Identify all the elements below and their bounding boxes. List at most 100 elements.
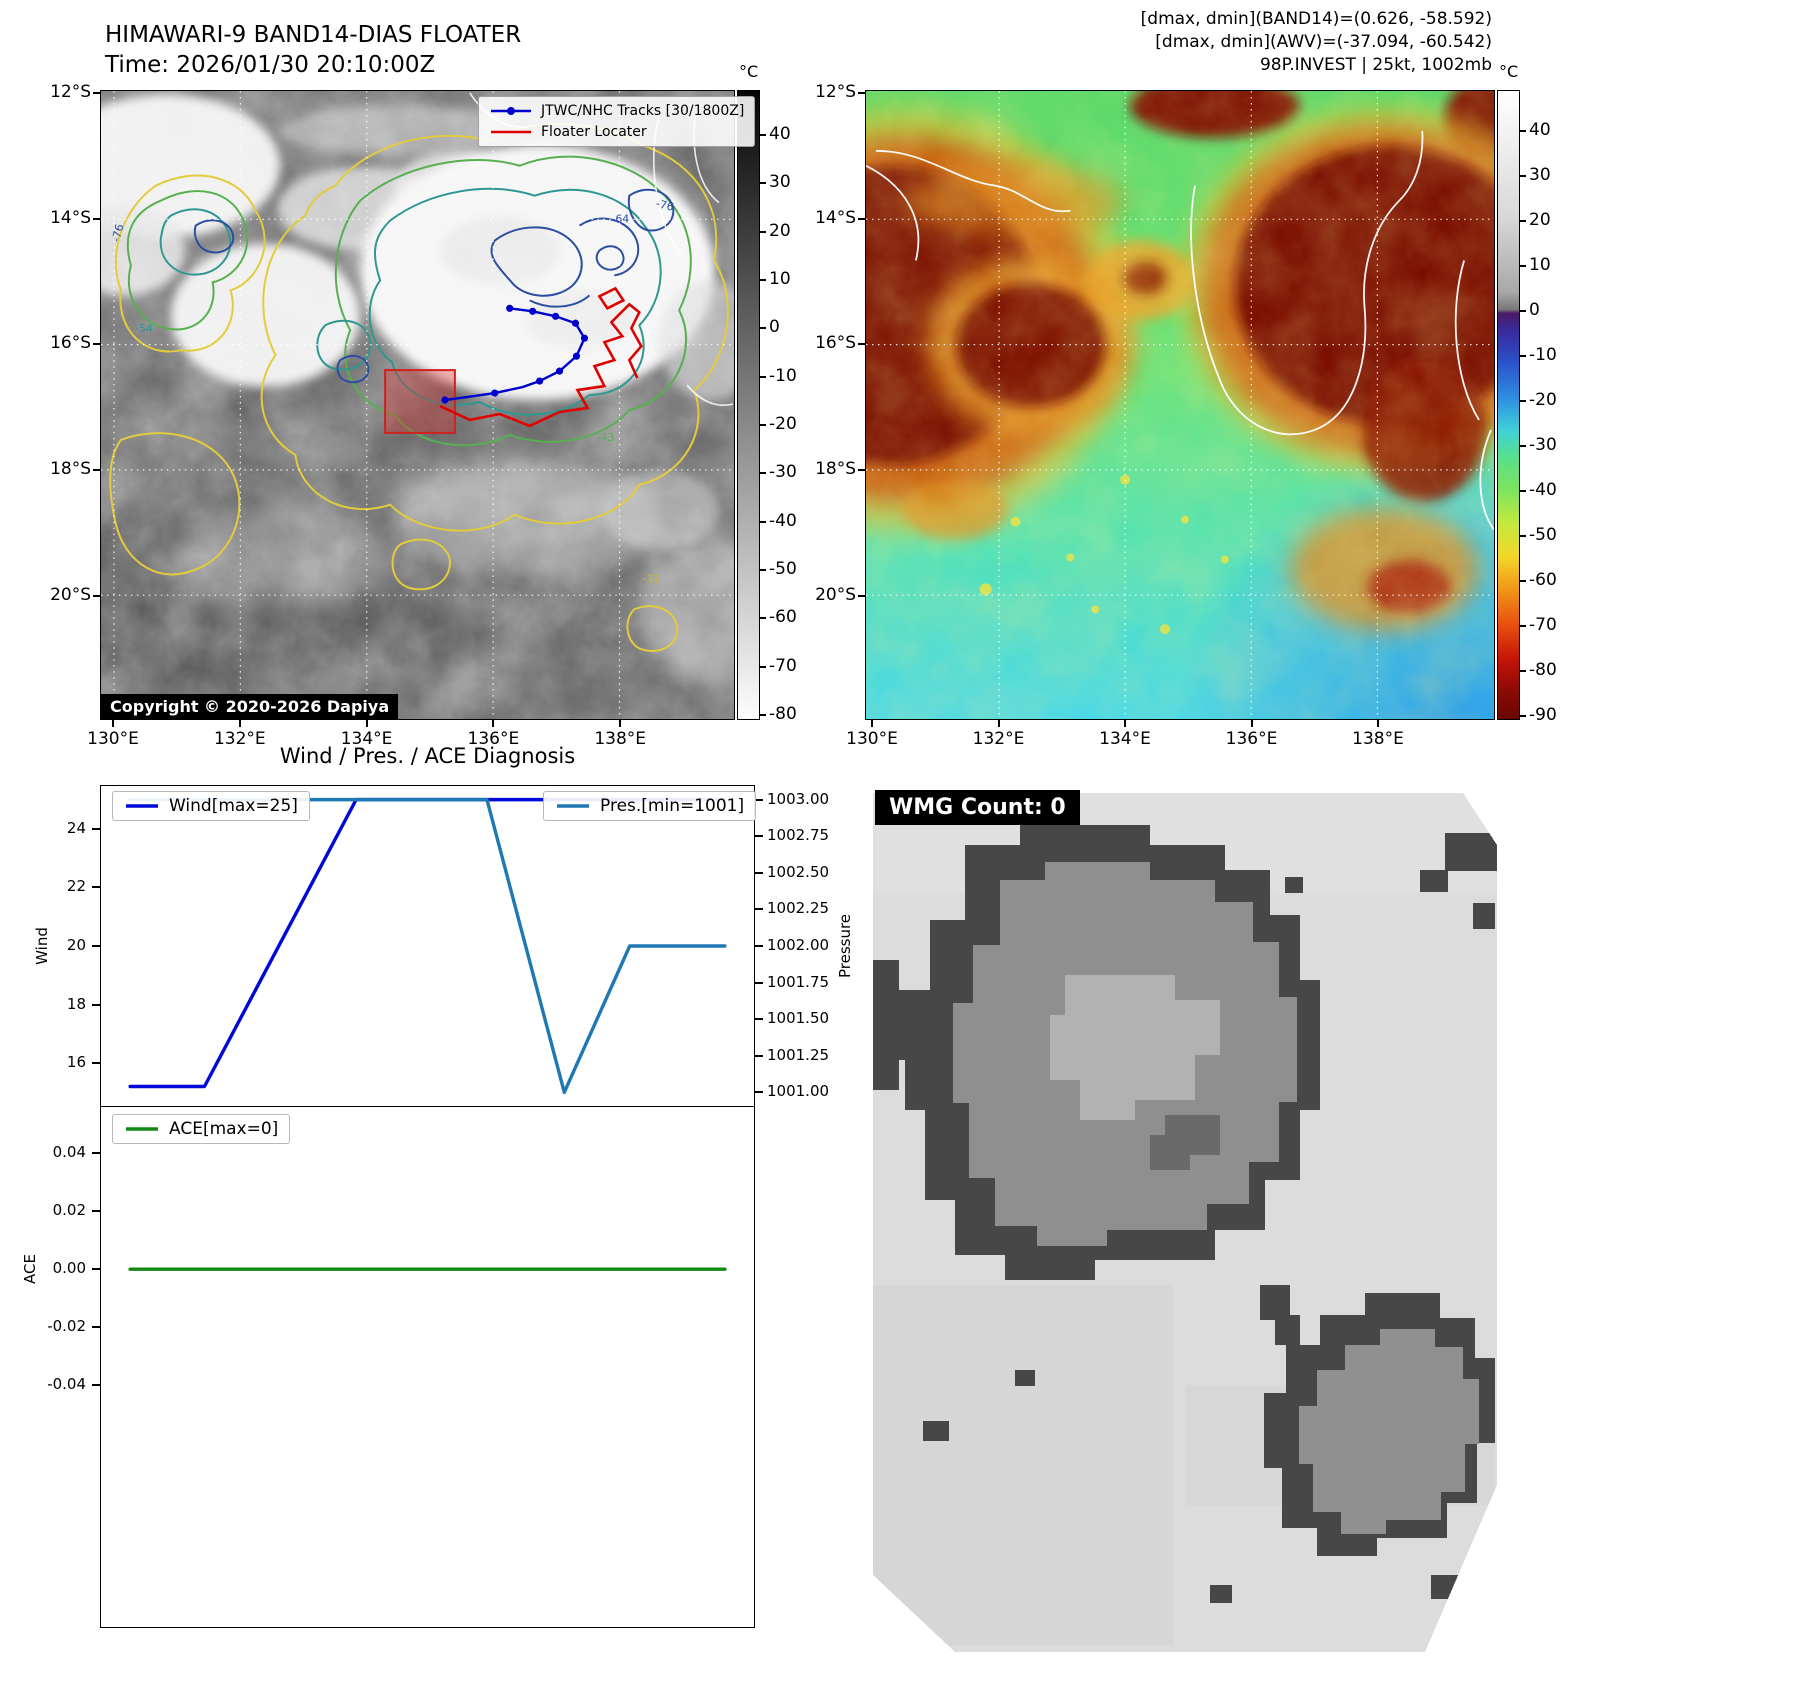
colorbar-tick-label: -20 [769, 414, 797, 435]
y-tick-label: 1001.50 [767, 1009, 830, 1028]
pressure-legend-label: Pres.[min=1001] [600, 796, 745, 816]
colorbar-tick-label: -60 [769, 607, 797, 628]
y-tick-label: 0.00 [52, 1259, 86, 1278]
chart-title: Wind / Pres. / ACE Diagnosis [279, 744, 576, 768]
colorbar-tick-label: 20 [769, 220, 791, 241]
tick-mark [238, 720, 241, 727]
tick-mark [92, 1268, 100, 1271]
wmg-pixel-field [873, 793, 1497, 1652]
floater-region-box [384, 369, 456, 434]
lat-tick-label: 12°S [815, 82, 856, 102]
tick-mark [1520, 714, 1526, 717]
tick-mark [858, 594, 865, 597]
lon-tick-label: 136°E [1225, 729, 1278, 749]
ace-plot-area [100, 1106, 755, 1628]
colorbar-tick-label: 10 [769, 269, 791, 289]
y-tick-label: 24 [66, 818, 86, 837]
colorbar-tick-label: -70 [1529, 614, 1557, 635]
tick-mark [755, 908, 763, 911]
y-tick-label: 0.02 [52, 1201, 86, 1220]
colorbar-tick-label: 40 [769, 123, 791, 144]
tick-mark [997, 720, 1000, 727]
tick-mark [92, 1326, 100, 1329]
tick-mark [755, 798, 763, 801]
lon-tick-label: 130°E [87, 729, 139, 749]
graticule [101, 91, 734, 719]
floater-line-sample [491, 130, 531, 134]
tick-mark [1520, 534, 1526, 537]
lat-tick-label: 12°S [50, 82, 91, 102]
y-tick-label: 22 [66, 877, 86, 896]
colorbar-tick-label: -90 [1529, 704, 1557, 725]
tick-mark [1520, 219, 1526, 222]
tick-mark [760, 375, 766, 378]
annotation-awv-range: [dmax, dmin](AWV)=(-37.094, -60.542) [1155, 32, 1492, 52]
colorbar-tick-label: 0 [1529, 299, 1540, 320]
contour-label: -54 [135, 322, 153, 335]
legend-label-floater: Floater Locater [541, 124, 647, 140]
lon-tick-label: 134°E [1099, 729, 1151, 749]
tick-mark [92, 1062, 100, 1065]
tick-mark [760, 665, 766, 668]
colorbar-tick-label: -40 [769, 510, 797, 531]
tick-mark [1520, 264, 1526, 267]
tick-mark [92, 827, 100, 830]
tick-mark [93, 594, 100, 597]
awv-colorbar-unit: °C [1499, 62, 1519, 81]
lon-tick-label: 132°E [972, 729, 1025, 749]
tick-mark [1520, 579, 1526, 582]
tick-mark [755, 871, 763, 874]
lat-tick-label: 18°S [815, 459, 856, 480]
tick-mark [755, 1018, 763, 1021]
coastline [866, 130, 1494, 531]
legend-row-floater: Floater Locater [489, 124, 744, 140]
tick-mark [760, 617, 766, 620]
colorbar-tick-label: 20 [1529, 209, 1551, 230]
ace-legend: ACE[max=0] [112, 1114, 291, 1144]
map-legend: JTWC/NHC Tracks [30/1800Z] Floater Locat… [478, 96, 756, 147]
wv-field [866, 91, 1494, 719]
colorbar-tick-label: -60 [1529, 569, 1557, 590]
lon-tick-label: 138°E [594, 729, 647, 749]
tick-mark [92, 1003, 100, 1006]
figure-title: HIMAWARI-9 BAND14-DIAS FLOATER [105, 22, 522, 48]
tick-mark [1520, 489, 1526, 492]
figure-time: Time: 2026/01/30 20:10:00Z [105, 52, 436, 78]
tick-mark [92, 1152, 100, 1155]
y-tick-label: 1001.75 [767, 972, 830, 991]
band14-satellite-image: -76 -64 -76 -54 -31 -43 [100, 90, 735, 720]
colorbar-tick-label: 0 [769, 317, 780, 338]
y-tick-label: 18 [66, 994, 86, 1013]
tick-mark [492, 720, 495, 727]
wmg-count-label: WMG Count: 0 [875, 790, 1080, 825]
tick-mark [1520, 174, 1526, 177]
y-tick-label: 16 [66, 1053, 86, 1072]
lat-tick-label: 14°S [50, 207, 91, 228]
tick-mark [619, 720, 622, 727]
tick-mark [1520, 669, 1526, 672]
annotation-storm-info: 98P.INVEST | 25kt, 1002mb [1259, 55, 1492, 75]
colorbar-tick-label: -70 [769, 655, 797, 676]
colorbar-tick-label: -20 [1529, 389, 1557, 410]
lat-tick-label: 16°S [815, 333, 856, 354]
colorbar-tick-label: -50 [1529, 524, 1557, 545]
y-tick-label: 20 [66, 936, 86, 954]
lat-tick-label: 20°S [50, 584, 91, 605]
contour-label: -76 [655, 197, 676, 214]
tick-mark [755, 835, 763, 838]
tick-mark [93, 217, 100, 220]
y-tick-label: 1002.00 [767, 936, 830, 954]
series-line [128, 797, 727, 1095]
wmg-count-image [873, 793, 1497, 1652]
contour-label: -76 [109, 223, 126, 244]
y-tick-label: 1001.25 [767, 1045, 830, 1064]
tick-mark [755, 1091, 763, 1094]
tick-mark [760, 182, 766, 185]
contour-value-labels: -76 -64 -76 -54 -31 -43 [109, 197, 675, 586]
awv-satellite-image [865, 90, 1495, 720]
tick-mark [1520, 309, 1526, 312]
ace-line-sample [126, 1127, 158, 1131]
colorbar-tick-label: 30 [769, 172, 791, 193]
lon-tick-label: 138°E [1352, 729, 1404, 749]
